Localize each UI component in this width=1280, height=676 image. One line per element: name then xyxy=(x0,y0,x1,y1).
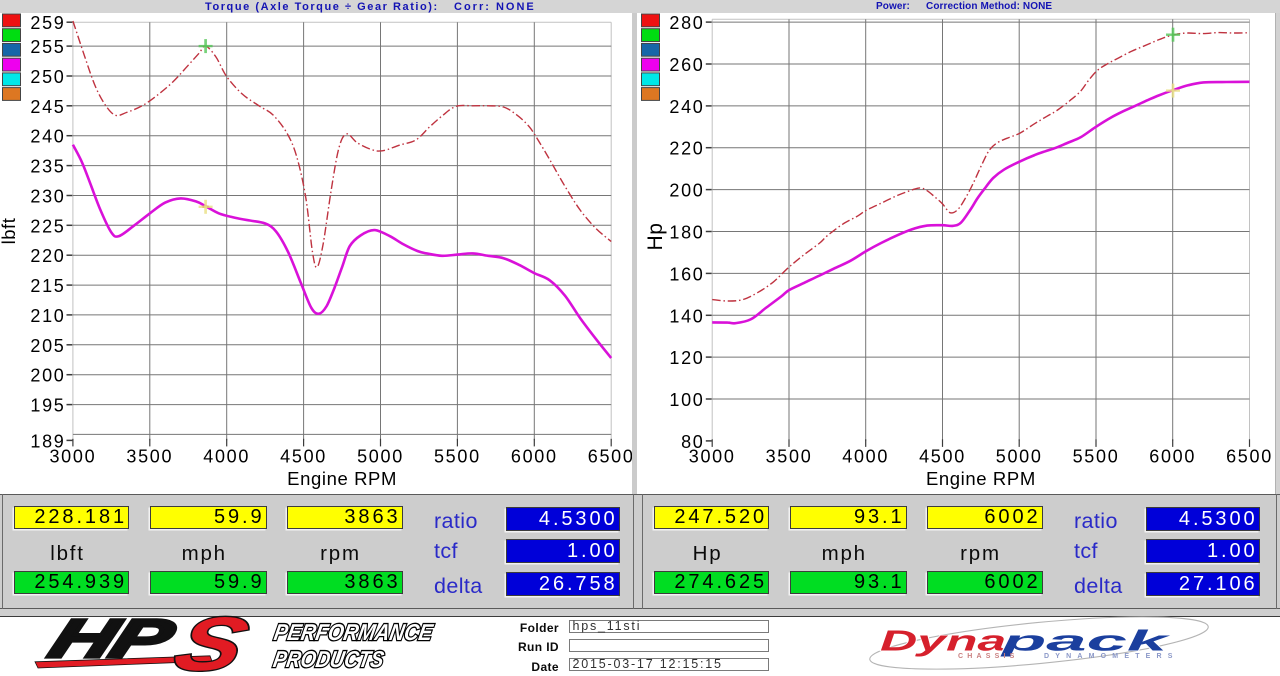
svg-text:6500: 6500 xyxy=(588,447,635,467)
svg-text:Dyna: Dyna xyxy=(880,624,1006,657)
svg-text:6000: 6000 xyxy=(511,447,558,467)
svg-text:200: 200 xyxy=(30,366,65,386)
svg-text:235: 235 xyxy=(30,157,65,177)
svg-text:3000: 3000 xyxy=(49,447,96,467)
svg-text:DYNAMOMETERS: DYNAMOMETERS xyxy=(1044,653,1179,660)
svg-text:160: 160 xyxy=(669,264,704,284)
svg-text:205: 205 xyxy=(30,336,65,356)
svg-text:Engine RPM: Engine RPM xyxy=(287,468,397,489)
svg-text:225: 225 xyxy=(30,216,65,236)
svg-text:5000: 5000 xyxy=(996,447,1043,467)
svg-text:4000: 4000 xyxy=(203,447,250,467)
svg-text:S: S xyxy=(165,612,258,676)
svg-text:pack: pack xyxy=(999,624,1170,657)
svg-text:3500: 3500 xyxy=(766,447,813,467)
svg-text:215: 215 xyxy=(30,276,65,296)
svg-text:5500: 5500 xyxy=(434,447,481,467)
svg-text:lbft: lbft xyxy=(0,218,19,245)
svg-text:240: 240 xyxy=(669,97,704,117)
svg-text:220: 220 xyxy=(669,139,704,159)
svg-text:245: 245 xyxy=(30,97,65,117)
svg-text:189: 189 xyxy=(30,431,65,451)
svg-text:5500: 5500 xyxy=(1073,447,1120,467)
svg-text:6000: 6000 xyxy=(1149,447,1196,467)
svg-text:180: 180 xyxy=(669,223,704,243)
svg-text:140: 140 xyxy=(669,306,704,326)
svg-text:100: 100 xyxy=(669,390,704,410)
svg-text:250: 250 xyxy=(30,67,65,87)
svg-text:Engine RPM: Engine RPM xyxy=(926,468,1036,489)
svg-text:280: 280 xyxy=(669,13,704,33)
svg-text:CHASSIS: CHASSIS xyxy=(958,653,1019,660)
svg-text:210: 210 xyxy=(30,306,65,326)
svg-text:80: 80 xyxy=(681,432,704,452)
svg-text:195: 195 xyxy=(30,396,65,416)
svg-text:200: 200 xyxy=(669,181,704,201)
svg-text:4500: 4500 xyxy=(280,447,327,467)
svg-text:4000: 4000 xyxy=(842,447,889,467)
svg-text:4500: 4500 xyxy=(919,447,966,467)
svg-text:230: 230 xyxy=(30,187,65,207)
svg-text:Hp: Hp xyxy=(644,223,667,251)
svg-text:3000: 3000 xyxy=(689,447,736,467)
svg-text:259: 259 xyxy=(30,13,65,33)
svg-text:260: 260 xyxy=(669,55,704,75)
svg-text:220: 220 xyxy=(30,246,65,266)
svg-text:HP: HP xyxy=(42,612,184,669)
svg-text:120: 120 xyxy=(669,348,704,368)
svg-text:3500: 3500 xyxy=(126,447,173,467)
svg-text:240: 240 xyxy=(30,127,65,147)
svg-text:6500: 6500 xyxy=(1226,447,1273,467)
svg-text:255: 255 xyxy=(30,37,65,57)
svg-text:PRODUCTS: PRODUCTS xyxy=(271,646,386,672)
svg-text:PERFORMANCE: PERFORMANCE xyxy=(272,619,436,645)
svg-text:5000: 5000 xyxy=(357,447,404,467)
